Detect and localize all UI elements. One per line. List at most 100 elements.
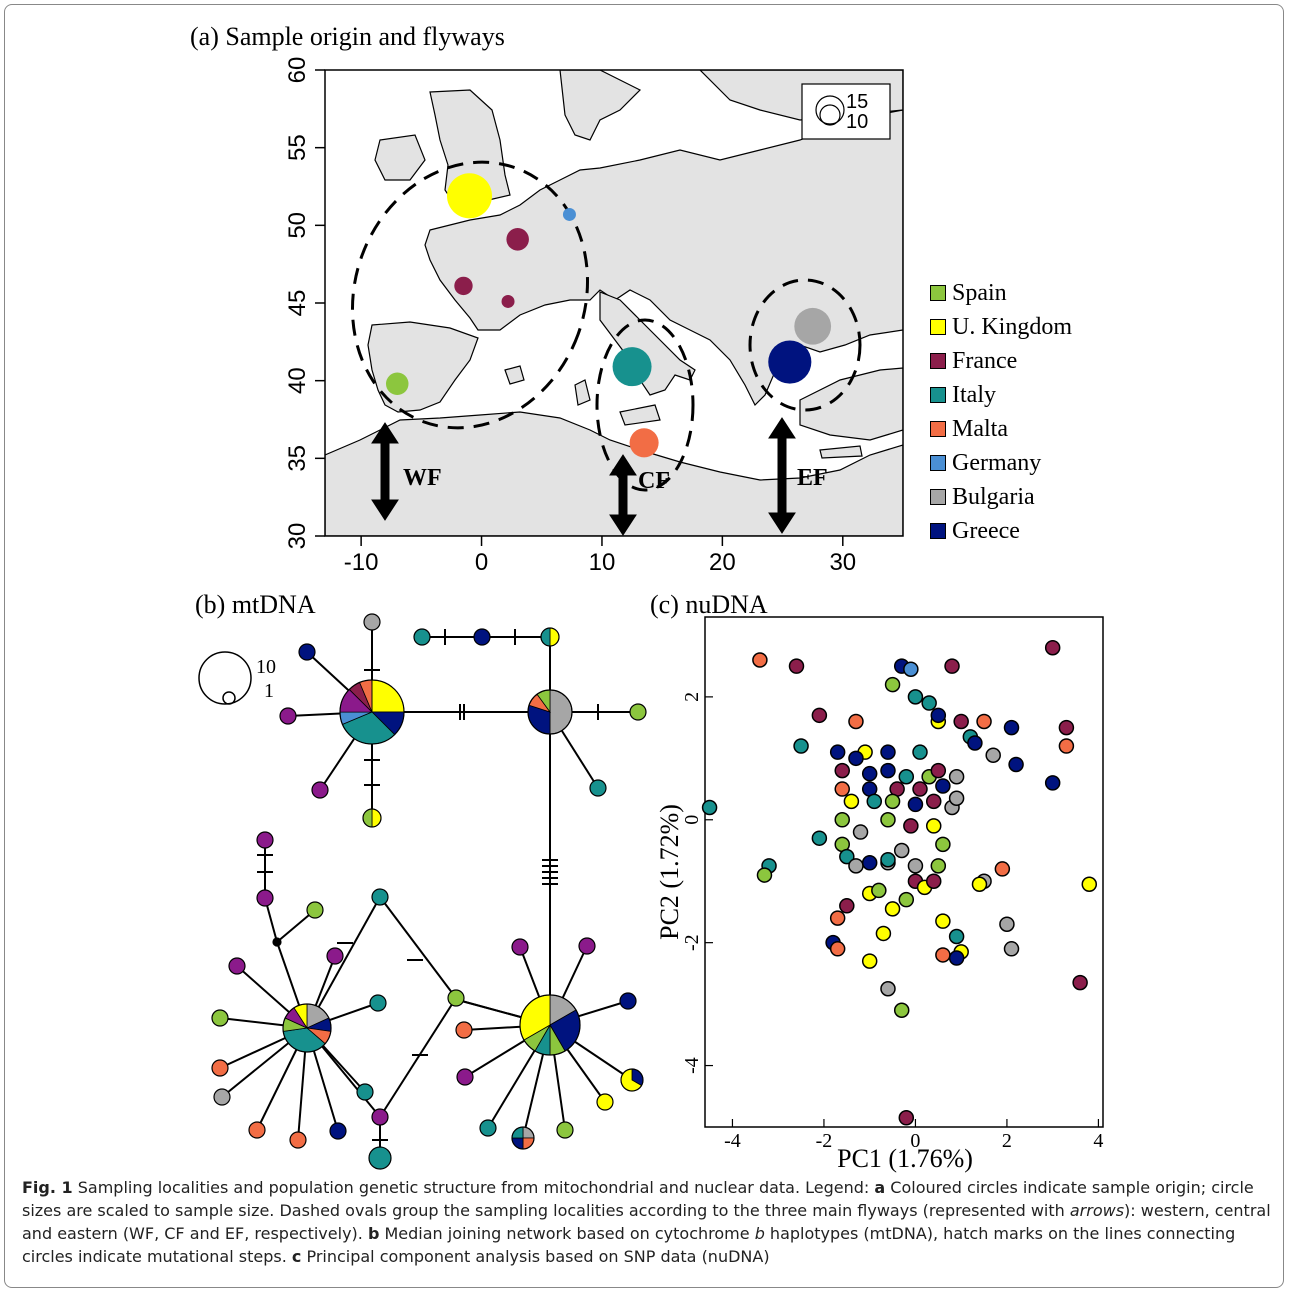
legend-swatch bbox=[930, 353, 946, 369]
size-legend-15: 15 bbox=[846, 91, 868, 113]
arrow-cf bbox=[609, 454, 637, 536]
pca-point bbox=[788, 658, 805, 674]
haplotype-node bbox=[213, 1088, 231, 1106]
pca-point bbox=[880, 762, 896, 779]
pca-point bbox=[884, 676, 901, 693]
pca-point bbox=[971, 876, 988, 893]
pie-outline bbox=[362, 808, 382, 828]
map-size-legend: 15 10 bbox=[801, 83, 891, 140]
haplotype-node bbox=[248, 1121, 266, 1139]
figure-caption: Fig. 1 Sampling localities and populatio… bbox=[22, 1176, 1272, 1268]
haplotype-node bbox=[356, 1083, 374, 1101]
haplotype-node bbox=[456, 1068, 474, 1086]
legend-label: Bulgaria bbox=[952, 483, 1035, 510]
legend-swatch bbox=[930, 319, 946, 335]
haplotype-node bbox=[556, 1121, 574, 1139]
flyway-label-cf: CF bbox=[638, 468, 670, 494]
figure-frame bbox=[4, 4, 1284, 1288]
pca-point bbox=[948, 790, 965, 807]
haplotype-node bbox=[447, 989, 465, 1007]
pie-outline bbox=[339, 679, 405, 745]
map-xtick-label: 20 bbox=[709, 549, 736, 576]
pca-point bbox=[948, 928, 965, 945]
caption-text3: ): western, central and eastern (WF, CF … bbox=[22, 1201, 1271, 1243]
network-nodes bbox=[211, 613, 647, 1170]
caption-c: c bbox=[291, 1247, 302, 1266]
haplotype-node bbox=[511, 938, 529, 956]
legend-item-france: France bbox=[930, 344, 1072, 378]
legend-swatch bbox=[930, 421, 946, 437]
legend-item-italy: Italy bbox=[930, 378, 1072, 412]
caption-arrows: arrows bbox=[1069, 1201, 1125, 1220]
pca-point bbox=[701, 799, 718, 816]
pca-point bbox=[907, 796, 924, 813]
pca-point bbox=[907, 689, 924, 705]
pca-point bbox=[839, 848, 855, 865]
legend-item-u-kingdom: U. Kingdom bbox=[930, 310, 1072, 344]
pca-point bbox=[839, 898, 855, 914]
caption-a: a bbox=[874, 1178, 886, 1197]
haplotype-node bbox=[326, 947, 344, 965]
pca-point bbox=[930, 707, 947, 724]
flyway-arrows bbox=[371, 417, 796, 536]
pca-point bbox=[871, 882, 887, 899]
pca-point bbox=[848, 713, 864, 730]
pca-point bbox=[884, 901, 901, 917]
map-point-germany bbox=[562, 207, 576, 221]
haplotype-node bbox=[279, 707, 297, 725]
map-point-bulgaria bbox=[794, 307, 832, 345]
pca-point bbox=[935, 836, 951, 853]
pca-point bbox=[898, 891, 915, 908]
map-xtick-label: 30 bbox=[829, 549, 856, 576]
legend-label: U. Kingdom bbox=[952, 313, 1072, 340]
pie-outline bbox=[519, 994, 581, 1056]
pca-ytick-label: -4 bbox=[681, 1057, 703, 1074]
map-ytick-label: 40 bbox=[284, 367, 311, 394]
pca-point bbox=[880, 812, 896, 828]
pca-point bbox=[967, 735, 983, 751]
legend-swatch bbox=[930, 387, 946, 403]
network-hatches bbox=[257, 629, 599, 1141]
map-point-spain bbox=[385, 372, 409, 396]
caption-text2: Coloured circles indicate sample origin;… bbox=[22, 1178, 1254, 1220]
pca-point bbox=[893, 1002, 910, 1019]
pca-point bbox=[829, 910, 846, 926]
flyway-oval-west bbox=[350, 160, 590, 430]
pca-point bbox=[1058, 719, 1075, 736]
pca-point bbox=[848, 858, 864, 874]
map-xtick-label: 0 bbox=[475, 549, 488, 576]
pie-outline bbox=[540, 627, 560, 647]
caption-text5: haplotypes (mtDNA), hatch marks on the l… bbox=[22, 1224, 1236, 1266]
pca-point bbox=[953, 713, 969, 730]
pca-xtick-label: -2 bbox=[816, 1130, 833, 1152]
map-xtick-label: -10 bbox=[344, 549, 379, 576]
legend-item-germany: Germany bbox=[930, 446, 1072, 480]
pca-xtick-label: 4 bbox=[1093, 1130, 1103, 1152]
pca-point bbox=[935, 947, 951, 963]
pca-panel: -4 -2 0 2 4 -4 -2 0 2 PC1 (1.76%) PC2 (1.72%) bbox=[655, 616, 1104, 1173]
haplotype-node bbox=[306, 901, 324, 919]
pca-point bbox=[1072, 974, 1088, 991]
network-edges bbox=[219, 622, 638, 1158]
flyway-oval-central bbox=[595, 318, 695, 492]
pca-xtick-label: -4 bbox=[724, 1130, 741, 1152]
map-ytick-label: 50 bbox=[284, 212, 311, 239]
pca-point bbox=[903, 818, 919, 834]
haplotype-node bbox=[369, 994, 387, 1012]
haplotype-node bbox=[298, 643, 316, 661]
node-split-3 bbox=[620, 1068, 644, 1092]
size-legend-10: 10 bbox=[846, 111, 868, 133]
map-ytick-label: 60 bbox=[284, 57, 311, 84]
flyway-ovals bbox=[350, 160, 862, 492]
node-split-4 bbox=[511, 1126, 535, 1150]
pca-point bbox=[976, 713, 992, 730]
pca-point bbox=[893, 842, 910, 859]
pca-point bbox=[1044, 775, 1061, 791]
node-split-2 bbox=[362, 808, 382, 828]
pca-axes: -4 -2 0 2 4 -4 -2 0 2 bbox=[681, 692, 1103, 1152]
haplotype-node bbox=[589, 779, 607, 797]
haplotype-node bbox=[455, 1021, 473, 1039]
pca-point bbox=[930, 762, 947, 779]
haplotype-node bbox=[311, 781, 329, 799]
pca-point bbox=[811, 830, 828, 846]
